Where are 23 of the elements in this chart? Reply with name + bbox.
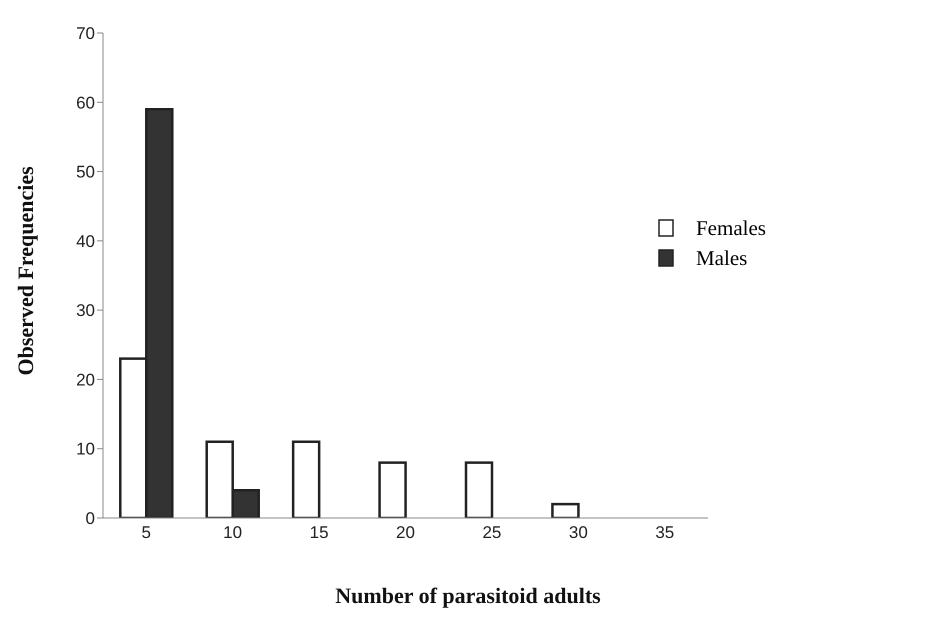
bar: [551, 502, 580, 518]
x-tick-label: 30: [568, 523, 588, 542]
y-tick-label: 20: [76, 370, 95, 390]
y-tick-label: 0: [86, 509, 95, 528]
y-tick-label: 40: [76, 232, 95, 251]
x-tick-label: 10: [223, 523, 242, 542]
x-tick-label: 20: [396, 523, 415, 542]
bar: [378, 461, 407, 518]
y-tick-label: 50: [76, 162, 95, 182]
bar: [292, 440, 320, 518]
y-tick-label: 30: [76, 301, 95, 320]
x-tick-label: 15: [310, 523, 329, 542]
legend-label: Females: [696, 216, 766, 240]
y-tick-label: 10: [76, 440, 95, 459]
x-tick-label: 25: [482, 523, 502, 542]
x-tick-label: 35: [655, 523, 674, 542]
legend-label: Males: [696, 246, 748, 270]
x-tick-label: 5: [141, 523, 151, 542]
bar: [464, 461, 494, 518]
x-axis-title: Number of parasitoid adults: [334, 583, 602, 609]
y-tick-label: 70: [76, 24, 95, 44]
y-tick-label: 60: [76, 93, 95, 112]
y-axis-title: Observed Frequencies: [12, 166, 38, 376]
